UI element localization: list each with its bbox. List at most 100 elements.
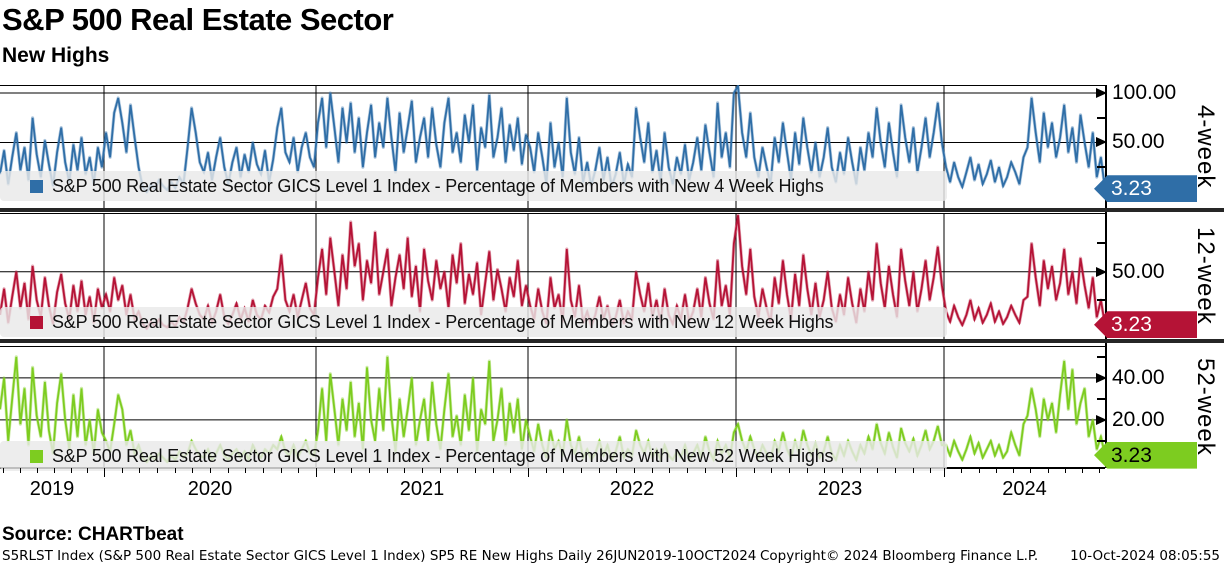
y-minor-tick [1097, 397, 1106, 400]
x-axis-tick [563, 468, 565, 473]
x-axis-tick [978, 468, 980, 473]
x-axis-tick [492, 468, 494, 473]
legend-label: S&P 500 Real Estate Sector GICS Level 1 … [52, 175, 824, 196]
last-value-badge-4-week: 3.23 [1094, 175, 1197, 203]
x-axis-tick [280, 468, 282, 473]
x-axis-tick [1082, 468, 1083, 473]
x-axis-tick [369, 468, 370, 473]
x-axis-tick [1064, 468, 1066, 473]
last-value-badge-52-week: 3.23 [1094, 441, 1197, 469]
legend-band [0, 307, 947, 337]
x-axis-tick [616, 468, 618, 473]
axis-arrow-icon [1096, 372, 1107, 383]
y-tick-label: 50.00 [1112, 130, 1165, 154]
x-axis-tick [581, 468, 582, 473]
page-title: S&P 500 Real Estate Sector [2, 2, 394, 37]
x-axis-tick [298, 468, 300, 473]
legend-item-52-week[interactable]: S&P 500 Real Estate Sector GICS Level 1 … [30, 441, 834, 471]
x-axis-tick [806, 468, 808, 473]
x-axis-tick [104, 468, 105, 477]
y-minor-tick [1097, 242, 1106, 245]
x-axis-year-label-2022: 2022 [609, 478, 655, 500]
y-minor-tick [1097, 116, 1106, 119]
legend-square-icon [30, 315, 43, 329]
x-axis-tick [386, 468, 388, 473]
last-value-badge-12-week: 3.23 [1094, 311, 1197, 339]
x-axis-year-label-2024: 2024 [1002, 478, 1047, 500]
footer-description: S5RLST Index (S&P 500 Real Estate Sector… [2, 548, 757, 564]
panel-side-label-12-week: 12-week [1192, 227, 1219, 325]
x-axis-tick [87, 468, 89, 473]
x-axis-tick [19, 468, 21, 473]
x-axis-tick [1030, 468, 1032, 473]
x-axis-tick [859, 468, 861, 473]
x-axis-tick [37, 468, 39, 473]
legend-label: S&P 500 Real Estate Sector GICS Level 1 … [52, 311, 834, 332]
legend-band [0, 171, 947, 201]
x-axis-tick [704, 468, 706, 473]
y-minor-tick [1097, 355, 1106, 358]
x-axis-tick [687, 468, 688, 473]
x-axis-tick [789, 468, 790, 473]
x-axis-tick [877, 468, 879, 473]
x-axis-tick [439, 468, 441, 473]
x-axis-tick [2, 468, 4, 473]
legend-label: S&P 500 Real Estate Sector GICS Level 1 … [52, 445, 834, 466]
footer-timestamp: 10-Oct-2024 08:05:55 [1070, 548, 1220, 564]
legend-square-icon [30, 449, 43, 463]
legend-band [0, 441, 947, 471]
legend-square-icon [30, 179, 43, 193]
panel-side-label-4-week: 4-week [1192, 104, 1219, 189]
x-axis-tick [245, 468, 247, 473]
y-minor-tick [1097, 439, 1106, 442]
x-axis-tick [404, 468, 406, 473]
axis-arrow-icon [1096, 266, 1107, 277]
x-axis-tick [1013, 468, 1014, 473]
panel-separator [0, 338, 1224, 343]
axis-arrow-icon [1096, 88, 1107, 98]
panel-side-label-52-week: 52-week [1192, 358, 1219, 456]
x-axis-tick [139, 468, 141, 473]
x-axis-tick [842, 468, 843, 473]
x-axis-year-label-2023: 2023 [817, 478, 863, 500]
x-axis-tick [824, 468, 826, 473]
x-axis-tick [669, 468, 671, 473]
x-axis-tick [174, 468, 176, 473]
axis-arrow-icon [1096, 414, 1107, 425]
axis-arrow-icon [1096, 137, 1107, 148]
x-axis-tick [753, 468, 755, 473]
x-axis-tick [333, 468, 335, 473]
x-axis-tick [121, 468, 123, 473]
y-minor-tick [1097, 299, 1106, 302]
x-axis-tick [422, 468, 423, 473]
x-axis-tick [912, 468, 914, 473]
x-axis-tick [210, 468, 211, 473]
x-axis-year-label-2020: 2020 [187, 478, 233, 500]
x-axis-tick [157, 468, 158, 473]
legend-item-12-week[interactable]: S&P 500 Real Estate Sector GICS Level 1 … [30, 307, 834, 337]
x-axis-tick [1047, 468, 1049, 473]
x-axis-tick [316, 468, 317, 477]
x-axis-tick [457, 468, 459, 473]
x-axis-year-label-2019: 2019 [29, 478, 75, 500]
x-axis-tick [722, 468, 724, 473]
x-axis-tick [70, 468, 72, 473]
x-axis-tick [351, 468, 353, 473]
x-axis-tick [53, 468, 55, 473]
x-axis-tick [995, 468, 997, 473]
x-axis-tick [510, 468, 512, 473]
x-axis-tick [944, 468, 945, 477]
x-axis-tick [475, 468, 476, 473]
legend-item-4-week[interactable]: S&P 500 Real Estate Sector GICS Level 1 … [30, 171, 824, 201]
x-axis-tick [895, 468, 896, 473]
y-minor-tick [1097, 166, 1106, 169]
x-axis-tick [528, 468, 529, 477]
footer-copyright: Copyright© 2024 Bloomberg Finance L.P. [760, 548, 1039, 564]
y-tick-label: 40.00 [1112, 365, 1165, 389]
y-tick-label: 100.00 [1112, 81, 1177, 104]
x-axis-tick [263, 468, 264, 473]
y-tick-label: 50.00 [1112, 259, 1165, 283]
x-axis-tick [736, 468, 737, 477]
source-label: Source: CHARTbeat [2, 524, 184, 545]
